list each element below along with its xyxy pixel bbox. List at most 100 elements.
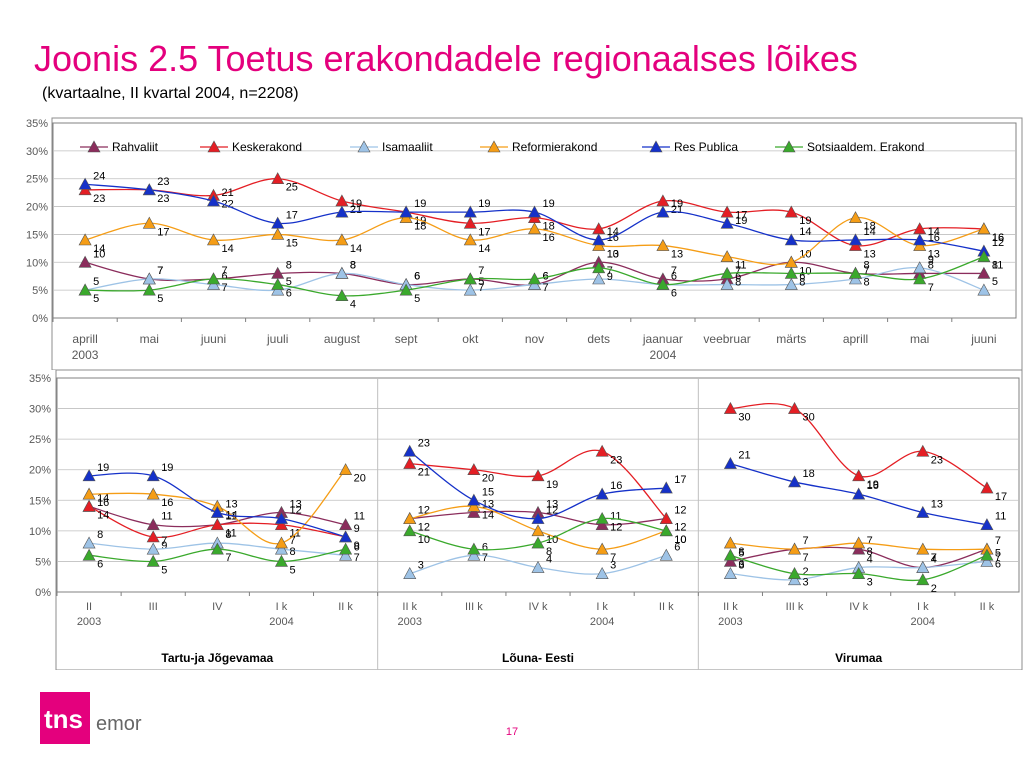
bottom-tartu-ja-jogevamaa-point-sotsiaaldem-erakond xyxy=(146,554,160,567)
top-y-tick-label: 5% xyxy=(32,285,48,297)
bottom-louna-eesti-point-isamaaliit xyxy=(467,548,481,561)
top-point-reformierakond xyxy=(78,233,92,246)
legend-label: Reformierakond xyxy=(512,140,597,154)
top-x-tick-label: dets xyxy=(587,332,610,346)
bottom-tartu-ja-jogevamaa-data-label: 16 xyxy=(97,497,109,509)
top-point-reformierakond xyxy=(527,222,542,235)
bottom-x-year-label: 2003 xyxy=(77,616,101,628)
top-data-label: 5 xyxy=(93,293,99,305)
top-data-label: 6 xyxy=(671,288,677,300)
bottom-virumaa-data-label: 7 xyxy=(803,552,809,564)
bottom-virumaa-data-label: 6 xyxy=(738,558,744,570)
bottom-tartu-ja-jogevamaa-point-res-publica xyxy=(274,512,288,524)
bottom-louna-eesti-series-isamaaliit: 3 6 4 3 6 xyxy=(403,541,680,579)
bottom-virumaa-point-sotsiaaldem-erakond xyxy=(788,567,802,579)
bottom-louna-eesti-data-label: 21 xyxy=(418,467,430,479)
top-x-tick-label: august xyxy=(324,332,361,346)
top-data-label: 8 xyxy=(864,259,870,271)
top-data-label: 8 xyxy=(992,259,998,271)
bottom-virumaa-data-label: 11 xyxy=(995,511,1006,523)
bottom-virumaa-data-label: 4 xyxy=(931,554,937,566)
legend-marker xyxy=(207,140,221,153)
bottom-virumaa-series-res-publica: 21 18 16 13 11 xyxy=(723,450,1006,531)
bottom-virumaa-data-label: 19 xyxy=(867,479,879,491)
bottom-louna-eesti-point-keskerakond xyxy=(531,469,545,482)
bottom-louna-eesti-data-label: 4 xyxy=(546,554,552,566)
top-x-tick-label: okt xyxy=(462,332,479,346)
top-point-sotsiaaldem-erakond xyxy=(656,277,670,290)
bottom-tartu-ja-jogevamaa-point-sotsiaaldem-erakond xyxy=(339,542,353,555)
top-x-tick-label: juuni xyxy=(200,332,226,346)
bottom-louna-eesti-point-res-publica xyxy=(467,493,481,506)
top-point-rahvaliit xyxy=(78,255,92,268)
top-data-label: 7 xyxy=(928,282,934,294)
bottom-louna-eesti-data-label: 6 xyxy=(482,541,488,553)
top-data-label: 8 xyxy=(350,259,356,271)
bottom-x-year-label: 2003 xyxy=(397,616,421,628)
bottom-louna-eesti-data-label: 15 xyxy=(482,486,494,498)
top-point-sotsiaaldem-erakond xyxy=(206,272,221,285)
legend-item-rahvaliit: Rahvaliit xyxy=(80,140,159,154)
top-point-reformierakond xyxy=(656,238,670,251)
top-point-res-publica xyxy=(463,205,477,218)
bottom-louna-eesti-point-keskerakond xyxy=(403,456,417,469)
bottom-tartu-ja-jogevamaa-data-label: 7 xyxy=(354,552,360,564)
bottom-louna-eesti-data-label: 7 xyxy=(482,552,488,564)
top-data-label: 24 xyxy=(93,170,105,182)
page-subtitle: (kvartaalne, II kvartal 2004, n=2208) xyxy=(42,85,299,102)
top-data-label: 7 xyxy=(157,265,163,277)
bottom-louna-eesti-data-label: 12 xyxy=(674,522,686,534)
top-x-tick-label: mai xyxy=(140,332,159,346)
top-point-res-publica xyxy=(142,183,156,196)
top-point-reformierakond xyxy=(142,216,156,229)
bottom-louna-eesti-point-res-publica xyxy=(595,487,609,500)
bottom-tartu-ja-jogevamaa-data-label: 13 xyxy=(225,499,237,511)
bottom-louna-eesti-point-sotsiaaldem-erakond xyxy=(659,524,673,537)
bottom-tartu-ja-jogevamaa-data-label: 12 xyxy=(289,505,301,517)
legend-marker xyxy=(487,140,501,153)
top-point-keskerakond xyxy=(335,194,349,207)
legend: Rahvaliit Keskerakond Isamaaliit Reformiera… xyxy=(80,140,924,154)
top-data-label: 14 xyxy=(350,243,362,255)
bottom-virumaa-data-label: 16 xyxy=(867,480,879,492)
top-data-label: 10 xyxy=(607,248,619,260)
top-point-sotsiaaldem-erakond xyxy=(977,250,991,263)
bottom-louna-eesti-point-reformierakond xyxy=(403,512,417,524)
bottom-tartu-ja-jogevamaa-point-keskerakond xyxy=(146,530,160,543)
top-point-isamaaliit xyxy=(720,277,734,290)
top-point-reformierakond xyxy=(463,233,477,246)
bottom-virumaa-data-label: 13 xyxy=(931,499,943,511)
top-data-label: 5 xyxy=(93,276,99,288)
bottom-virumaa-point-reformierakond xyxy=(788,542,802,555)
bottom-louna-eesti-data-label: 12 xyxy=(546,505,558,517)
top-data-label: 19 xyxy=(543,198,555,210)
bottom-louna-eesti-data-label: 12 xyxy=(418,522,430,534)
top-data-label: 5 xyxy=(414,293,420,305)
top-point-isamaaliit xyxy=(784,277,798,290)
bottom-louna-eesti-series-keskerakond: 21 20 19 23 12 xyxy=(403,444,687,534)
bottom-louna-eesti-data-label: 6 xyxy=(674,541,680,553)
bottom-y-tick-label: 15% xyxy=(29,495,51,507)
top-data-label: 7 xyxy=(543,282,549,294)
bottom-tartu-ja-jogevamaa-data-label: 5 xyxy=(289,564,295,576)
bottom-virumaa-data-label: 21 xyxy=(738,450,750,462)
top-x-year-label: 2003 xyxy=(72,348,99,362)
legend-marker xyxy=(87,140,101,153)
legend-marker xyxy=(649,140,663,153)
top-data-label: 6 xyxy=(735,271,741,283)
bottom-virumaa-data-label: 8 xyxy=(738,546,744,558)
bottom-tartu-ja-jogevamaa-point-res-publica xyxy=(339,530,353,543)
bottom-louna-eesti-point-sotsiaaldem-erakond xyxy=(403,524,417,537)
top-x-tick-label: mai xyxy=(910,332,929,346)
top-data-label: 14 xyxy=(478,243,490,255)
bottom-tartu-ja-jogevamaa-data-label: 5 xyxy=(161,564,167,576)
bottom-virumaa-data-label: 7 xyxy=(995,552,1001,564)
top-data-label: 7 xyxy=(222,282,228,294)
top-y-tick-label: 20% xyxy=(26,202,48,214)
bottom-louna-eesti-data-label: 10 xyxy=(674,534,686,546)
bottom-virumaa-data-label: 30 xyxy=(738,412,750,424)
